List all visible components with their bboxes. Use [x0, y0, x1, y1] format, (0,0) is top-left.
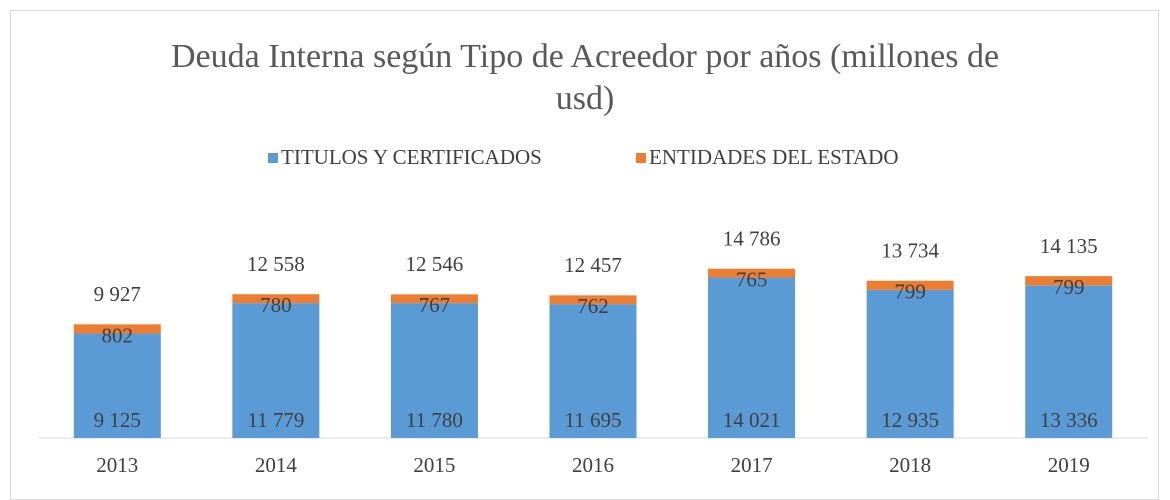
x-tick-label: 2014	[255, 453, 298, 477]
bar-segment	[866, 280, 954, 290]
x-tick-label: 2013	[96, 453, 138, 477]
total-label: 12 457	[564, 253, 622, 277]
bar-segment	[73, 324, 161, 334]
bar-segment	[1025, 285, 1113, 438]
value-label: 765	[736, 267, 768, 291]
x-tick-label: 2018	[889, 453, 931, 477]
bar-segment	[232, 294, 320, 304]
bar-segment	[549, 295, 637, 305]
x-tick-label: 2016	[572, 453, 614, 477]
total-label: 9 927	[94, 282, 141, 306]
value-label: 802	[102, 323, 134, 347]
bar-segment	[73, 333, 161, 438]
value-label: 12 935	[881, 408, 939, 432]
bar-segment	[390, 303, 478, 438]
value-label: 762	[577, 294, 609, 318]
total-label: 14 786	[723, 227, 781, 251]
legend-swatch	[636, 153, 646, 163]
x-tick-label: 2017	[731, 453, 773, 477]
value-label: 9 125	[94, 408, 141, 432]
legend-label: ENTIDADES DEL ESTADO	[649, 145, 899, 169]
bar-segment	[1025, 276, 1113, 286]
value-label: 13 336	[1040, 408, 1098, 432]
legend-label: TITULOS Y CERTIFICADOS	[281, 145, 542, 169]
value-label: 11 695	[565, 408, 622, 432]
x-tick-label: 2019	[1048, 453, 1090, 477]
value-label: 11 780	[406, 408, 463, 432]
value-label: 780	[260, 293, 292, 317]
bar-segment	[549, 304, 637, 438]
legend-swatch	[268, 153, 278, 163]
value-label: 767	[419, 293, 451, 317]
total-label: 13 734	[881, 239, 939, 263]
total-label: 12 546	[406, 252, 464, 276]
bar-segment	[866, 289, 954, 438]
bar-segment	[390, 294, 478, 304]
bar-segment	[708, 268, 796, 278]
total-label: 12 558	[247, 252, 305, 276]
value-label: 14 021	[723, 408, 781, 432]
chart-title: Deuda Interna según Tipo de Acreedor por…	[170, 38, 1000, 117]
value-label: 799	[894, 280, 926, 304]
x-tick-label: 2015	[413, 453, 455, 477]
bar-segment	[232, 303, 320, 438]
value-label: 11 779	[247, 408, 304, 432]
bar-segment	[708, 277, 796, 438]
value-label: 799	[1053, 275, 1085, 299]
total-label: 14 135	[1040, 234, 1098, 258]
